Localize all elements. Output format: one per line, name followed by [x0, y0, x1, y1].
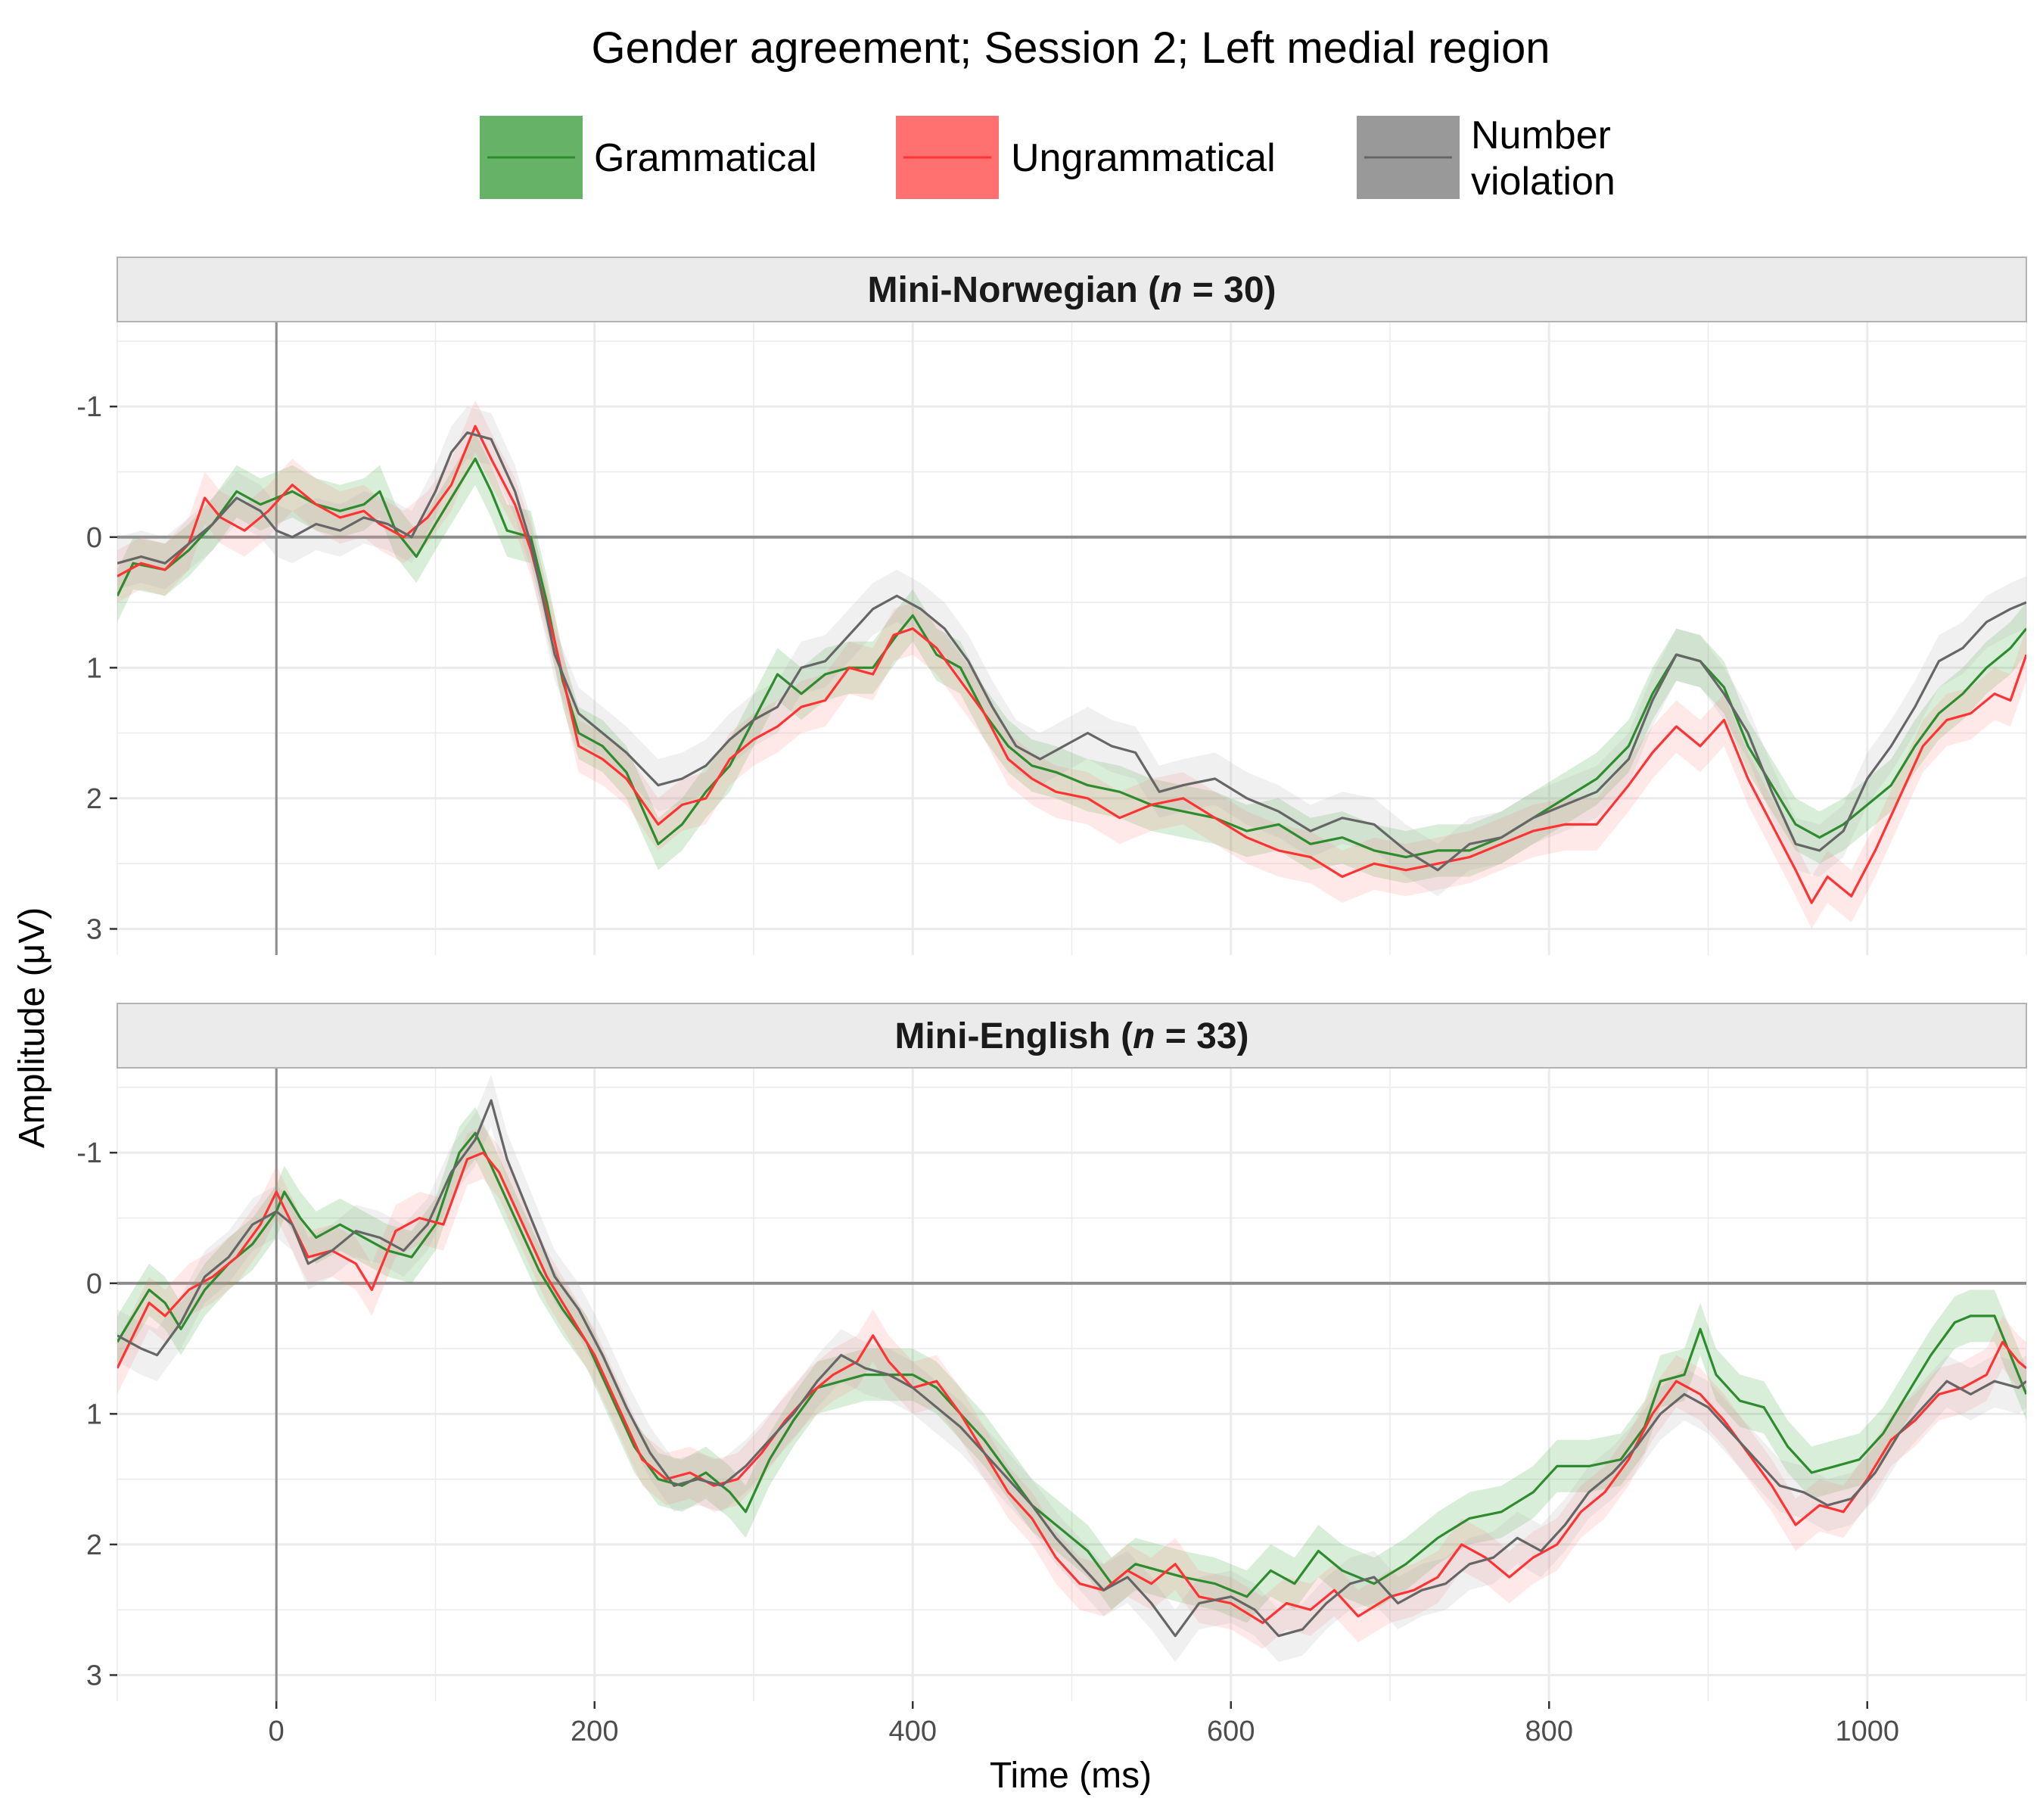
legend-label: Grammatical	[594, 136, 817, 180]
facet-strip-label: Mini-English (n = 33)	[894, 1016, 1248, 1056]
series-line-grammatical	[117, 1131, 2026, 1598]
series-line-grammatical	[117, 457, 2026, 859]
plot-title: Gender agreement; Session 2; Left medial…	[591, 23, 1550, 73]
y-tick-label: 1	[86, 1398, 102, 1430]
x-axis-title: Time (ms)	[990, 1756, 1152, 1796]
facet-panel: Mini-Norwegian (n = 30) -1 0 1 2 3	[76, 257, 2027, 955]
y-tick-label: 0	[86, 522, 102, 554]
y-tick-label: 3	[86, 913, 102, 945]
x-tick-label: 600	[1207, 1716, 1255, 1747]
series-line-ungrammatical	[117, 425, 2026, 904]
ci-ribbon-number_violation	[117, 1074, 2026, 1663]
series-line-ungrammatical	[117, 1151, 2026, 1625]
y-tick-label: 2	[86, 1529, 102, 1561]
legend-label-line: violation	[1471, 160, 1615, 204]
x-axis: 0 200 400 600 800 1000	[269, 1701, 1899, 1747]
x-tick-label: 1000	[1835, 1716, 1899, 1747]
legend-label: Ungrammatical	[1011, 136, 1276, 180]
legend-item: Grammatical	[480, 116, 817, 199]
y-tick-label: 0	[86, 1268, 102, 1300]
facet-strip	[117, 257, 2027, 322]
facet-panel: Mini-English (n = 33) -1 0 1 2 3	[76, 1003, 2027, 1701]
legend-label-line: Number	[1471, 114, 1611, 157]
y-tick-label: -1	[76, 1137, 102, 1169]
facet-strip	[117, 1003, 2027, 1069]
series-line-number_violation	[117, 431, 2026, 872]
x-tick-label: 0	[269, 1716, 285, 1747]
y-tick-label: 3	[86, 1660, 102, 1691]
x-tick-label: 800	[1525, 1716, 1573, 1747]
panels: Mini-Norwegian (n = 30)-10123Mini-Englis…	[76, 257, 2027, 1747]
legend-item: Ungrammatical	[896, 116, 1276, 199]
x-tick-label: 200	[571, 1716, 618, 1747]
ci-ribbon-grammatical	[117, 1106, 2026, 1623]
y-tick-label: 2	[86, 783, 102, 815]
series-line-number_violation	[117, 1099, 2026, 1638]
ci-ribbon-ungrammatical	[117, 400, 2026, 929]
series-group	[117, 400, 2026, 929]
y-tick-label: -1	[76, 391, 102, 423]
ci-ribbon-number_violation	[117, 406, 2026, 897]
facet-strip-label: Mini-Norwegian (n = 30)	[867, 270, 1276, 310]
y-axis-title: Amplitude (μV)	[12, 907, 52, 1148]
series-group	[117, 1074, 2026, 1663]
y-tick-label: 1	[86, 652, 102, 684]
x-tick-label: 400	[889, 1716, 937, 1747]
